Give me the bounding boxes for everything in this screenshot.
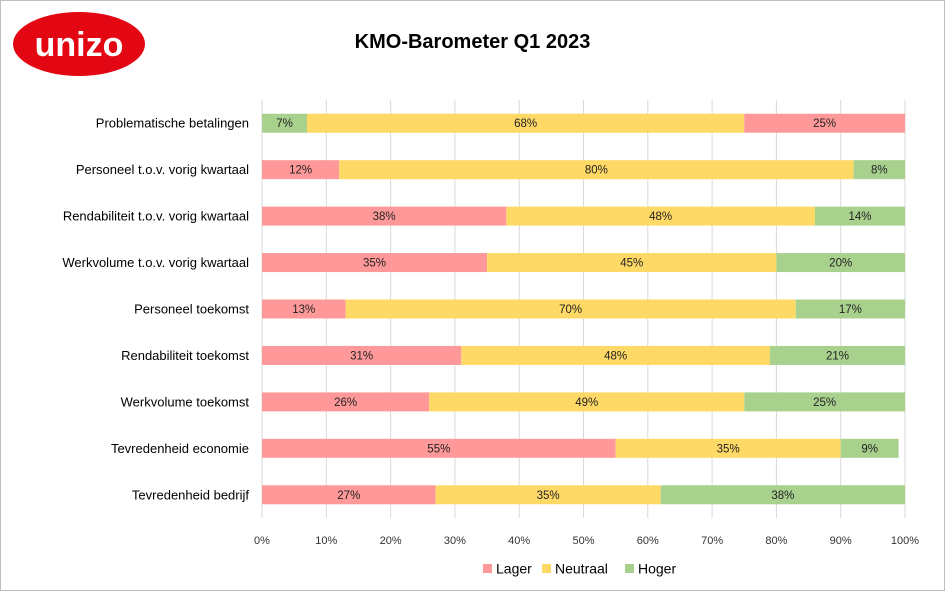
bar-segment-hoger [795, 299, 905, 319]
bar-segment-neutraal [345, 299, 796, 319]
legend-swatch-hoger [625, 564, 634, 573]
bar-segment-lager [262, 253, 488, 273]
bar-segment-hoger [262, 113, 308, 133]
data-label: 70% [559, 304, 582, 316]
data-label: 48% [604, 350, 627, 362]
data-label: 35% [537, 490, 560, 502]
bar-segment-lager [262, 206, 507, 226]
bar-segment-hoger [769, 345, 905, 365]
bar-segment-hoger [776, 253, 905, 273]
data-label: 55% [427, 443, 450, 455]
x-tick-label: 100% [891, 535, 919, 547]
data-label: 14% [848, 211, 871, 223]
bar-segment-lager [262, 160, 340, 180]
legend-swatch-neutraal [542, 564, 551, 573]
bar-segment-neutraal [506, 206, 815, 226]
category-label: Tevredenheid bedrijf [132, 487, 249, 502]
x-tick-label: 80% [765, 535, 787, 547]
data-label: 49% [575, 397, 598, 409]
legend-label: Neutraal [555, 561, 608, 577]
x-tick-label: 30% [444, 535, 466, 547]
bar-segment-neutraal [339, 160, 854, 180]
logo-ellipse [13, 12, 145, 76]
data-label: 31% [350, 350, 373, 362]
bar-segment-hoger [840, 438, 899, 458]
x-tick-label: 40% [508, 535, 530, 547]
x-tick-label: 60% [637, 535, 659, 547]
data-label: 13% [292, 304, 315, 316]
category-label: Werkvolume t.o.v. vorig kwartaal [62, 255, 249, 270]
bar-segment-lager [262, 438, 616, 458]
bar-segment-neutraal [429, 392, 745, 412]
category-label: Werkvolume toekomst [121, 394, 250, 409]
bar-segment-lager [262, 299, 346, 319]
x-tick-label: 10% [315, 535, 337, 547]
data-label: 45% [620, 258, 643, 270]
bar-segment-neutraal [615, 438, 841, 458]
data-label: 48% [649, 211, 672, 223]
bar-segment-neutraal [461, 345, 770, 365]
data-label: 25% [813, 118, 836, 130]
category-label: Personeel toekomst [134, 302, 249, 317]
data-label: 38% [373, 211, 396, 223]
data-label: 80% [585, 165, 608, 177]
category-label: Tevredenheid economie [111, 441, 249, 456]
data-label: 17% [839, 304, 862, 316]
data-label: 68% [514, 118, 537, 130]
bar-segment-lager [262, 392, 430, 412]
category-label: Problematische betalingen [96, 116, 249, 131]
data-label: 35% [363, 258, 386, 270]
category-label: Rendabiliteit t.o.v. vorig kwartaal [63, 209, 249, 224]
legend-label: Hoger [638, 561, 676, 577]
chart-title: KMO-Barometer Q1 2023 [354, 31, 591, 53]
bar-segment-hoger [853, 160, 905, 180]
data-label: 7% [276, 118, 293, 130]
bar-segment-lager [262, 345, 462, 365]
bar-segment-hoger [744, 392, 905, 412]
legend-label: Lager [496, 561, 532, 577]
data-label: 9% [861, 443, 878, 455]
x-tick-label: 90% [830, 535, 852, 547]
data-label: 8% [871, 165, 888, 177]
x-tick-label: 0% [254, 535, 270, 547]
unizo-logo: unizo [13, 12, 145, 76]
bar-segment-lager [744, 113, 905, 133]
legend-swatch-lager [483, 564, 492, 573]
data-label: 25% [813, 397, 836, 409]
data-label: 38% [771, 490, 794, 502]
category-label: Personeel t.o.v. vorig kwartaal [76, 162, 249, 177]
data-label: 35% [717, 443, 740, 455]
x-tick-label: 70% [701, 535, 723, 547]
data-label: 20% [829, 258, 852, 270]
data-label: 12% [289, 165, 312, 177]
data-label: 21% [826, 350, 849, 362]
bar-segment-neutraal [307, 113, 745, 133]
bar-segment-neutraal [435, 485, 661, 505]
bar-segment-hoger [660, 485, 905, 505]
bar-segment-neutraal [487, 253, 777, 273]
x-tick-label: 20% [380, 535, 402, 547]
data-label: 27% [337, 490, 360, 502]
category-label: Rendabiliteit toekomst [121, 348, 249, 363]
bar-segment-lager [262, 485, 436, 505]
bar-segment-hoger [814, 206, 905, 226]
data-label: 26% [334, 397, 357, 409]
x-tick-label: 50% [572, 535, 594, 547]
logo-text: unizo [35, 26, 124, 64]
